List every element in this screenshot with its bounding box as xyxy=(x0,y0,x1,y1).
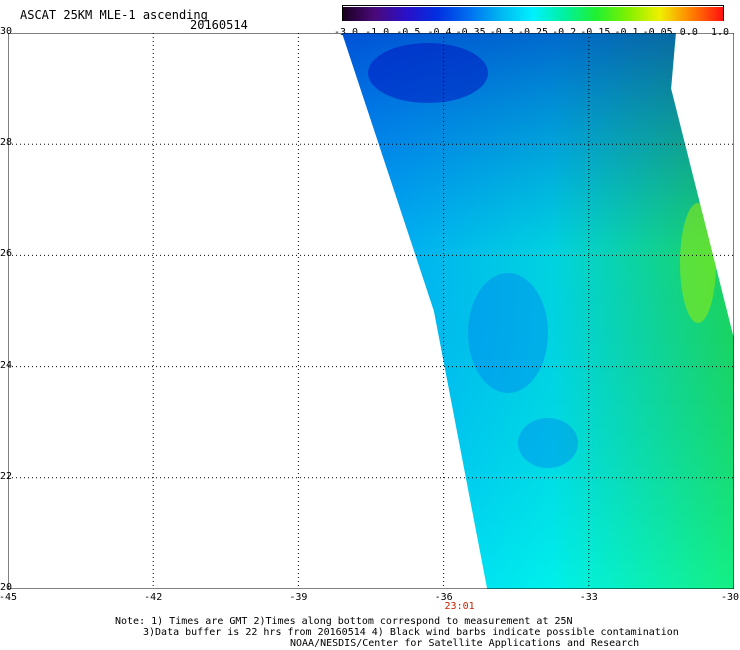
colorbar xyxy=(342,5,724,21)
product-date: 20160514 xyxy=(190,18,248,32)
wind-swath xyxy=(342,33,734,589)
latitude-tick-label: 30 xyxy=(0,26,13,37)
latitude-tick-label: 20 xyxy=(0,582,13,593)
product-title: ASCAT 25KM MLE-1 ascending xyxy=(20,8,208,22)
latitude-tick-label: 26 xyxy=(0,248,13,260)
note-line-1: Note: 1) Times are GMT 2)Times along bot… xyxy=(115,616,573,627)
colorbar-gradient xyxy=(343,7,723,21)
longitude-tick-label: -42 xyxy=(144,592,163,603)
latitude-tick-label: 22 xyxy=(0,470,13,482)
lat-lon-grid xyxy=(8,33,734,589)
note-line-3: NOAA/NESDIS/Center for Satellite Applica… xyxy=(290,638,640,649)
note-line-2: 3)Data buffer is 22 hrs from 20160514 4)… xyxy=(143,627,679,638)
longitude-tick-label: -30 xyxy=(720,592,740,603)
time-label: 23:01 xyxy=(444,601,475,612)
longitude-tick-label: -39 xyxy=(289,592,308,603)
latitude-tick-label: 24 xyxy=(0,359,13,371)
map-plot xyxy=(8,33,734,589)
latitude-tick-label: 28 xyxy=(0,137,13,149)
longitude-tick-label: -33 xyxy=(579,592,598,603)
longitude-tick-label: -45 xyxy=(0,592,18,603)
longitude-tick-label: -36 xyxy=(434,592,453,603)
